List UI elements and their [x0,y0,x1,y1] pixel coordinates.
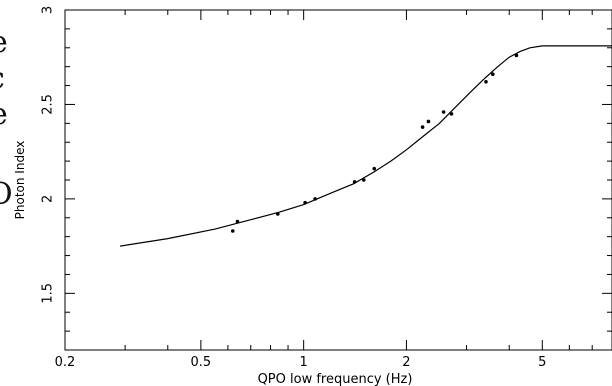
y-tick-label: 1.5 [41,283,56,304]
y-tick-label: 2 [41,195,56,203]
y-axis-label: Photon Index [13,141,27,220]
x-tick-label: 0.5 [191,355,212,370]
data-marks [120,45,612,247]
left-edge-glyphs: e c e t O [0,28,25,210]
data-point [275,212,280,216]
data-point [484,79,488,84]
data-point [361,178,366,182]
data-point [426,119,431,124]
tick-labels: 0.2 0.5 1 2 5 1.5 2 2.5 3 [41,6,547,370]
data-point [441,110,446,114]
axis-ticks [64,9,612,351]
data-point [514,53,519,58]
data-point [313,197,317,201]
data-point [490,72,495,77]
plot-frame [64,9,612,351]
data-point [230,229,235,233]
edge-glyph: t [0,140,13,170]
x-tick-label: 1 [300,355,308,370]
edge-glyph: e [0,28,15,58]
x-tick-label: 5 [538,355,546,370]
data-point [303,200,307,205]
data-point [449,112,454,116]
y-tick-label: 2.5 [41,94,56,115]
x-tick-label: 0.2 [55,355,76,370]
x-tick-label: 2 [402,355,410,370]
y-tick-label: 3 [41,6,56,14]
x-axis-label: QPO low frequency (Hz) [258,372,413,386]
data-point [420,125,425,129]
data-point [235,219,240,224]
edge-glyph: c [0,64,13,94]
edge-glyph: O [0,177,13,212]
data-point [352,180,357,184]
edge-glyph: e [0,100,15,130]
data-point [372,166,377,171]
model-curve-line [120,45,612,247]
